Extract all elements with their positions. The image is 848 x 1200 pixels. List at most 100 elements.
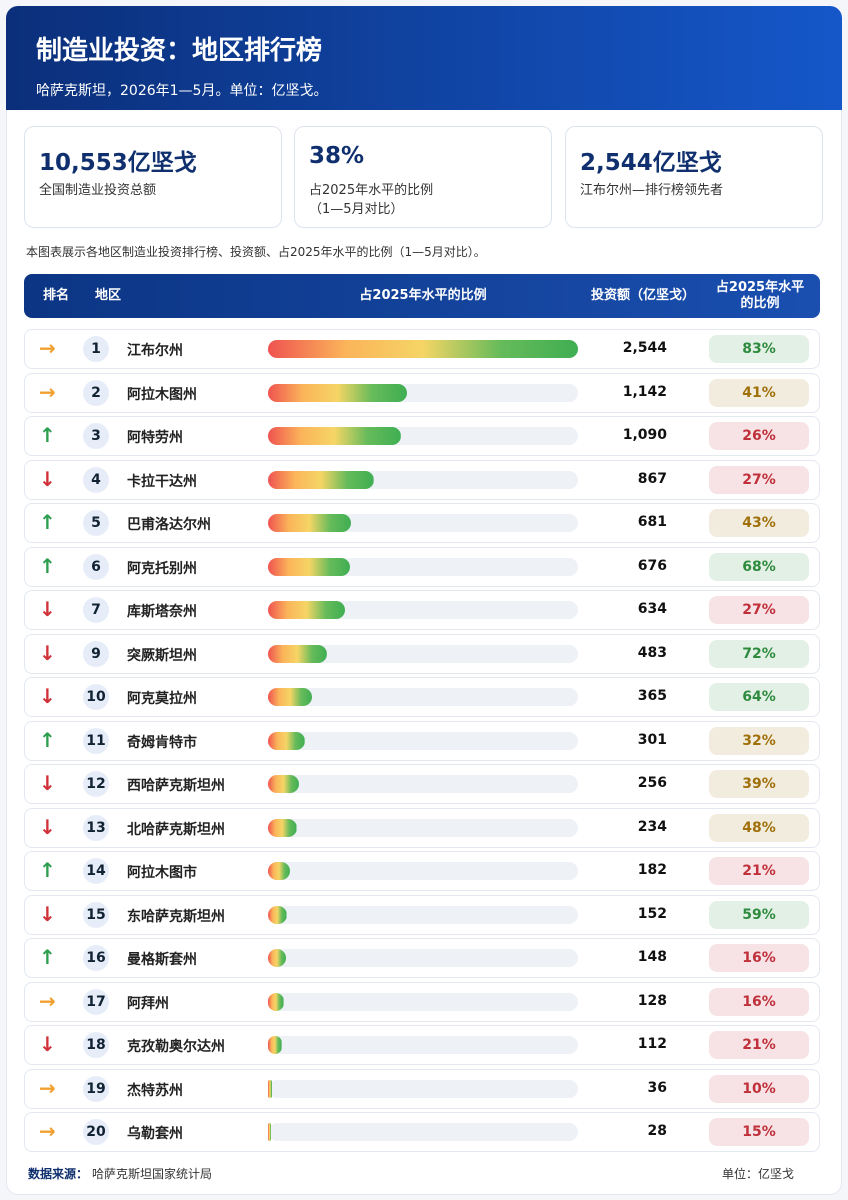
stat-value: 38% <box>309 143 365 169</box>
bar-track <box>268 1079 578 1098</box>
table-row: → 19 杰特苏州 36 10% <box>24 1068 820 1109</box>
region: 曼格斯套州 <box>127 952 197 968</box>
bar-track <box>268 1123 578 1141</box>
region: 库斯塔奈州 <box>127 604 197 620</box>
bar <box>268 1079 273 1098</box>
unit: 单位：亿坚戈 <box>722 1167 795 1181</box>
pct-badge: 27% <box>709 596 809 624</box>
trend-arrow: ↑ <box>39 423 56 447</box>
rank-badge: 10 <box>83 684 109 710</box>
table-row: ↑ 6 阿克托别州 676 68% <box>24 546 820 587</box>
bar <box>268 688 313 706</box>
table-row: ↓ 12 西哈萨克斯坦州 256 39% <box>24 764 820 804</box>
region: 乌勒套州 <box>127 1126 183 1142</box>
column-header: 占2025年水平的比例 <box>715 280 805 311</box>
value: 36 <box>647 1079 667 1096</box>
pct-badge: 72% <box>709 639 809 668</box>
trend-arrow: ↓ <box>39 901 56 926</box>
trend-arrow: ↑ <box>39 727 56 752</box>
region: 北哈萨克斯坦州 <box>127 821 225 838</box>
value: 256 <box>637 775 667 791</box>
pct-badge: 39% <box>709 770 809 798</box>
bar-track <box>268 644 578 663</box>
column-header: 地区 <box>94 288 121 303</box>
bar-track <box>268 775 578 793</box>
rank-badge: 20 <box>83 1119 109 1145</box>
bar <box>268 383 408 402</box>
stat-card: 2,544亿坚戈 江布尔州—排行榜领先者 <box>565 126 823 228</box>
region: 突厥斯坦州 <box>127 647 197 664</box>
value: 1,090 <box>622 427 667 443</box>
trend-arrow: ↓ <box>39 684 56 708</box>
title: 制造业投资：地区排行榜 <box>36 36 323 66</box>
bar <box>268 949 287 967</box>
region: 巴甫洛达尔州 <box>127 517 211 533</box>
table-header: 排名 地区 占2025年水平的比例 投资额（亿坚戈） 占2025年水平的比例 <box>24 274 820 318</box>
value: 148 <box>637 949 667 965</box>
bar-track <box>268 905 578 924</box>
rank-badge: 1 <box>83 336 109 362</box>
table-row: → 20 乌勒套州 28 15% <box>24 1112 820 1152</box>
bar <box>268 775 300 793</box>
bar-track <box>268 1036 578 1054</box>
trend-arrow: ↑ <box>39 945 56 969</box>
trend-arrow: → <box>39 1119 56 1143</box>
region: 克孜勒奥尔达州 <box>127 1039 225 1055</box>
value: 234 <box>637 818 667 835</box>
pct-badge: 21% <box>709 1031 809 1059</box>
value: 2,544 <box>622 340 667 356</box>
rank-badge: 4 <box>83 466 109 493</box>
pct-badge: 48% <box>709 813 809 842</box>
bar <box>268 340 578 358</box>
rank-badge: 17 <box>83 988 109 1015</box>
rank-badge: 11 <box>83 727 109 754</box>
rank-badge: 14 <box>83 858 109 884</box>
region: 江布尔州 <box>127 343 183 359</box>
rank-badge: 19 <box>83 1075 109 1102</box>
table-row: ↑ 14 阿拉木图市 182 21% <box>24 851 820 891</box>
pct-badge: 26% <box>709 422 809 450</box>
trend-arrow: ↓ <box>39 1032 56 1056</box>
rank-badge: 12 <box>83 771 109 797</box>
trend-arrow: ↓ <box>39 771 56 795</box>
region: 西哈萨克斯坦州 <box>127 778 225 794</box>
bar <box>268 992 284 1011</box>
value: 1,142 <box>622 383 667 400</box>
table-row: ↓ 15 东哈萨克斯坦州 152 59% <box>24 894 820 935</box>
rank-badge: 18 <box>83 1032 109 1058</box>
bar-track <box>268 949 578 967</box>
table-row: ↑ 16 曼格斯套州 148 16% <box>24 938 820 978</box>
column-header: 投资额（亿坚戈） <box>590 288 695 303</box>
table-row: ↓ 10 阿克莫拉州 365 64% <box>24 677 820 717</box>
value: 182 <box>637 862 667 878</box>
pct-badge: 27% <box>709 465 809 494</box>
pct-badge: 83% <box>709 335 809 363</box>
bar-track <box>268 731 578 750</box>
region: 杰特苏州 <box>127 1082 183 1099</box>
region: 东哈萨克斯坦州 <box>127 908 225 925</box>
region: 阿特劳州 <box>127 430 183 446</box>
bar <box>268 862 291 880</box>
bar-track <box>268 992 578 1011</box>
bar-track <box>268 688 578 706</box>
value: 152 <box>637 905 667 922</box>
table-row: ↓ 18 克孜勒奥尔达州 112 21% <box>24 1025 820 1065</box>
region: 阿拉木图市 <box>127 865 197 881</box>
table-row: ↑ 5 巴甫洛达尔州 681 43% <box>24 503 820 543</box>
table-row: ↓ 4 卡拉干达州 867 27% <box>24 459 820 500</box>
value: 681 <box>637 514 667 530</box>
rank-badge: 9 <box>83 640 109 667</box>
trend-arrow: ↓ <box>39 640 56 665</box>
pct-badge: 10% <box>709 1074 809 1103</box>
stat-label: 占2025年水平的比例 （1—5月对比） <box>309 183 434 217</box>
value: 634 <box>637 601 667 617</box>
pct-badge: 21% <box>709 857 809 885</box>
table-row: ↓ 9 突厥斯坦州 483 72% <box>24 633 820 674</box>
bar <box>268 1036 282 1054</box>
pct-badge: 64% <box>709 683 809 711</box>
trend-arrow: → <box>39 1075 56 1100</box>
table-row: ↓ 7 库斯塔奈州 634 27% <box>24 590 820 630</box>
region: 阿克托别州 <box>127 560 197 577</box>
bar-track <box>268 601 578 619</box>
